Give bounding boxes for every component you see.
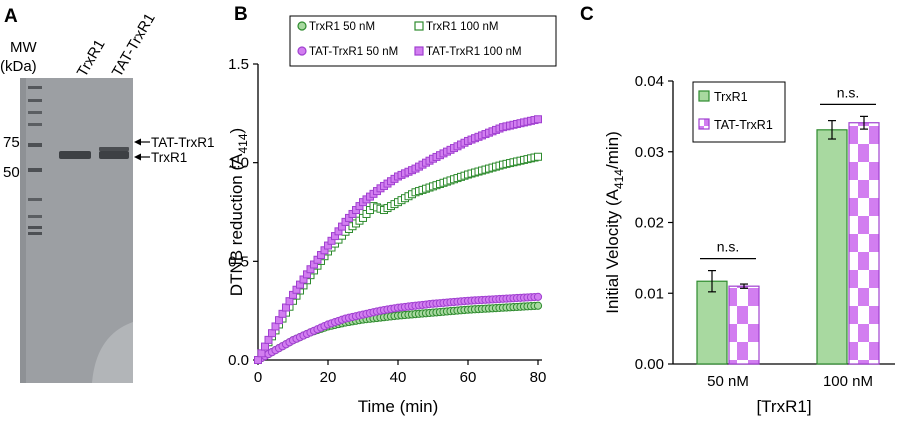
significance-label: n.s. xyxy=(837,84,860,100)
y-tick-label: 0.04 xyxy=(635,73,664,90)
ladder-band xyxy=(28,111,42,114)
data-point xyxy=(534,152,542,161)
x-tick-label: 80 xyxy=(530,369,547,386)
series-tat-trxr1-50-nm xyxy=(253,292,543,365)
data-point xyxy=(534,115,542,124)
y-axis-label-main: Initial Velocity (A xyxy=(603,188,622,313)
legend: TrxR1 50 nM TrxR1 100 nM TAT-TrxR1 50 nM TA… xyxy=(289,15,557,67)
gel-artifact xyxy=(92,322,133,383)
mw-unit-label: (kDa) xyxy=(0,58,37,75)
arrow-trxr1: TrxR1 xyxy=(134,150,187,165)
marker-label-75: 75 xyxy=(3,134,20,151)
legend-marker-circle xyxy=(297,46,307,56)
ladder-band xyxy=(28,143,42,147)
bar-trxr1 xyxy=(816,129,848,365)
band-tat-trxr1 xyxy=(99,151,129,159)
ladder-band xyxy=(28,226,42,229)
series-trxr1-100-nm xyxy=(254,152,542,364)
bar-tat-trxr1 xyxy=(728,285,760,365)
arrowhead-icon xyxy=(134,153,141,161)
y-axis-label-subscript: 414 xyxy=(612,169,626,189)
legend-label: TrxR1 50 nM xyxy=(309,21,375,33)
ladder-band xyxy=(28,99,42,102)
y-tick-label: 0.02 xyxy=(635,215,664,232)
legend-swatch-tat-trxr1 xyxy=(698,118,710,130)
legend: TrxR1 TAT-TrxR1 xyxy=(692,81,786,143)
data-point xyxy=(264,335,273,344)
y-axis-label: Initial Velocity (A414/min) xyxy=(603,131,626,314)
x-axis-label: [TrxR1] xyxy=(756,397,811,416)
legend-label: TrxR1 xyxy=(714,90,748,104)
significance-label: n.s. xyxy=(717,239,740,255)
marker-label-50: 50 xyxy=(3,164,20,181)
data-point xyxy=(533,301,543,310)
bar-tat-trxr1 xyxy=(848,122,880,365)
gel-image xyxy=(20,78,133,383)
y-tick-label: 0.00 xyxy=(635,356,664,373)
series-tat-trxr1-100-nm xyxy=(254,115,542,364)
legend-swatch-trxr1 xyxy=(698,90,710,102)
legend-marker-square xyxy=(414,21,424,31)
x-tick-label: 20 xyxy=(320,369,337,386)
panel-b-chart: 0 20 40 60 80 0.0 0.5 1.0 1.5 Time (min) DTNB redu… xyxy=(227,15,557,416)
ladder-band xyxy=(28,232,42,235)
y-tick-label: 0.5 xyxy=(228,253,249,270)
mw-label: MW xyxy=(10,39,37,56)
panel-c-letter: C xyxy=(580,4,594,25)
band-tat-trxr1-upper xyxy=(99,147,129,151)
arrow-label-tat-trxr1: TAT-TrxR1 xyxy=(151,135,215,150)
arrow-label-trxr1: TrxR1 xyxy=(151,150,187,165)
x-tick-label: 40 xyxy=(390,369,407,386)
y-tick-label: 1.5 xyxy=(228,56,249,73)
y-axis-label: DTNB reduction (A414) xyxy=(227,128,250,296)
x-tick-label: 60 xyxy=(460,369,477,386)
y-axis-label-subscript: 414 xyxy=(236,133,250,153)
panel-c-chart: 0.00 0.01 0.02 0.03 0.04 50 nM n.s. 100 nM n.s. [… xyxy=(603,73,895,416)
band-trxr1 xyxy=(59,151,91,159)
y-tick-label: 0.03 xyxy=(635,144,664,161)
legend-marker-circle xyxy=(297,21,307,31)
lane-label-tat-trxr1: TAT-TrxR1 xyxy=(109,10,159,80)
legend-label: TAT-TrxR1 100 nM xyxy=(426,46,522,58)
y-tick-label: 1.0 xyxy=(228,155,249,172)
y-tick-label: 0.01 xyxy=(635,285,664,302)
bar-trxr1 xyxy=(696,280,728,365)
legend-label: TAT-TrxR1 xyxy=(714,118,773,132)
ladder-band xyxy=(28,168,42,172)
data-point xyxy=(254,356,262,364)
lane-label-trxr1: TrxR1 xyxy=(74,37,109,80)
y-tick-label: 0.0 xyxy=(228,352,249,369)
y-axis-label-end: /min) xyxy=(603,131,622,169)
legend-label: TrxR1 100 nM xyxy=(426,21,498,33)
x-tick-label: 0 xyxy=(254,369,262,386)
legend-label: TAT-TrxR1 50 nM xyxy=(309,46,398,58)
ladder-band xyxy=(28,198,42,201)
x-category-label: 100 nM xyxy=(823,373,873,390)
panel-a-letter: A xyxy=(4,6,18,27)
ladder-band xyxy=(28,215,42,218)
ladder-band xyxy=(28,123,42,126)
legend-marker-square xyxy=(414,46,424,56)
y-axis-label-main: DTNB reduction (A xyxy=(227,153,246,296)
y-axis-label-end: ) xyxy=(227,128,246,134)
data-point xyxy=(533,292,543,301)
gel-background xyxy=(20,78,133,383)
data-point xyxy=(257,349,266,358)
x-axis-label: Time (min) xyxy=(358,397,439,416)
ladder-band xyxy=(28,86,42,89)
arrow-tat-trxr1: TAT-TrxR1 xyxy=(134,135,215,150)
data-point xyxy=(261,342,269,351)
arrowhead-icon xyxy=(134,138,141,146)
x-category-label: 50 nM xyxy=(707,373,749,390)
data-point xyxy=(268,329,276,338)
panel-b-letter: B xyxy=(234,4,248,25)
gel-edge xyxy=(20,78,26,383)
